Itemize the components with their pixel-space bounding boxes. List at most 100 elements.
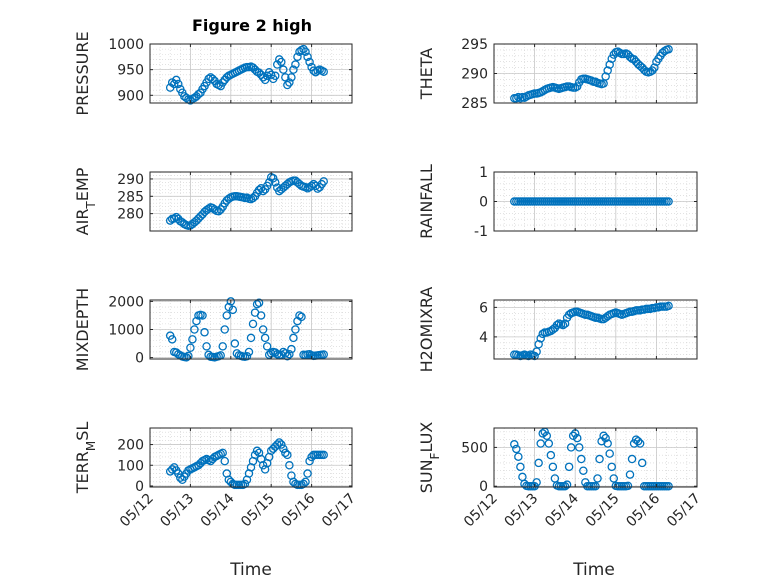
y-tick-label: 1000 [108, 37, 144, 53]
data-point [202, 342, 211, 351]
data-point [289, 333, 298, 343]
data-point [281, 448, 290, 458]
data-point [262, 342, 272, 351]
data-point [301, 477, 310, 487]
data-point [167, 465, 177, 474]
data-point [275, 55, 284, 64]
data-point [544, 439, 554, 448]
data-point [174, 79, 183, 89]
data-point [283, 80, 292, 90]
data-point [303, 52, 312, 62]
data-point [593, 474, 602, 483]
y-axis-label: THETA [417, 48, 436, 100]
data-point [258, 325, 268, 334]
data-point [186, 343, 195, 353]
data-point [244, 347, 254, 357]
data-point [283, 351, 292, 361]
data-point [277, 440, 286, 449]
data-point [538, 429, 547, 438]
y-tick-label: 200 [117, 438, 144, 454]
data-point [607, 462, 616, 472]
data-point [252, 446, 262, 456]
y-axis-label: H2OMIXRA [417, 287, 436, 373]
data-point [536, 439, 545, 448]
data-point [188, 335, 197, 344]
data-point [536, 334, 545, 343]
data-point [599, 431, 608, 441]
data-point [301, 47, 310, 56]
data-point [190, 325, 199, 334]
data-point [250, 450, 260, 460]
data-point [275, 438, 284, 447]
data-point [623, 481, 633, 491]
data-point [546, 450, 556, 460]
y-tick-label: 0 [479, 195, 488, 211]
panel-mixdepth: 0 1000 2000 MIXDEPTH [73, 288, 353, 371]
data-point [242, 351, 252, 361]
data-point [664, 45, 673, 54]
data-point [260, 75, 270, 85]
axes-box [493, 427, 698, 488]
data-point [607, 54, 616, 64]
y-axis-label: PRESSURE [73, 31, 92, 115]
data-point [270, 71, 280, 81]
data-point [165, 216, 175, 225]
y-tick-label: 1000 [108, 323, 144, 339]
data-point [285, 78, 294, 87]
data-point [248, 319, 258, 329]
data-point [258, 461, 268, 470]
data-point [246, 333, 256, 343]
y-axis-label: AIRTEMP [73, 167, 98, 235]
y-tick-label: 280 [117, 207, 144, 223]
data-point [281, 73, 290, 82]
x-axis-label-left: Time [229, 560, 272, 580]
data-point [210, 205, 219, 214]
data-point [277, 57, 286, 67]
data-point [254, 185, 264, 195]
panel-pressure: 900 950 1000 PRESSURE [73, 31, 353, 116]
data-point [184, 351, 193, 361]
y-tick-label: 0 [479, 479, 488, 495]
data-point [319, 67, 328, 76]
data-point [293, 52, 302, 62]
data-point [577, 454, 586, 464]
y-tick-label: 900 [117, 88, 144, 104]
data-point [319, 177, 328, 186]
axes-box [149, 43, 353, 104]
data-point [650, 63, 659, 72]
y-tick-label: 2000 [108, 294, 144, 310]
data-point [514, 452, 523, 461]
data-point [625, 470, 635, 479]
data-point [512, 444, 521, 454]
y-axis-label: MIXDEPTH [73, 288, 92, 371]
data-point [254, 298, 264, 308]
y-axis-label: SUNFLUX [417, 422, 442, 494]
y-tick-label: 285 [461, 96, 488, 112]
data-point [222, 311, 232, 320]
data-point [633, 436, 643, 446]
data-point [562, 480, 572, 489]
y-axis-label: TERRMSL [73, 422, 98, 495]
data-point [552, 320, 562, 330]
y-tick-label: 295 [461, 37, 488, 53]
data-point [524, 351, 533, 361]
data-point [603, 66, 612, 75]
data-point [568, 431, 578, 441]
data-point [194, 90, 203, 99]
data-point [297, 312, 306, 322]
panel-rainfall: -1 0 1 RAINFALL [417, 164, 698, 240]
data-point [192, 316, 201, 326]
data-point [268, 173, 278, 183]
data-point [172, 75, 181, 85]
data-point [204, 204, 213, 214]
data-point [287, 73, 296, 82]
y-tick-label: 6 [479, 300, 488, 316]
data-point [228, 305, 238, 315]
data-point [542, 431, 552, 441]
data-point [309, 66, 318, 75]
data-point [198, 311, 207, 320]
data-point [319, 350, 328, 359]
data-point [291, 60, 300, 69]
